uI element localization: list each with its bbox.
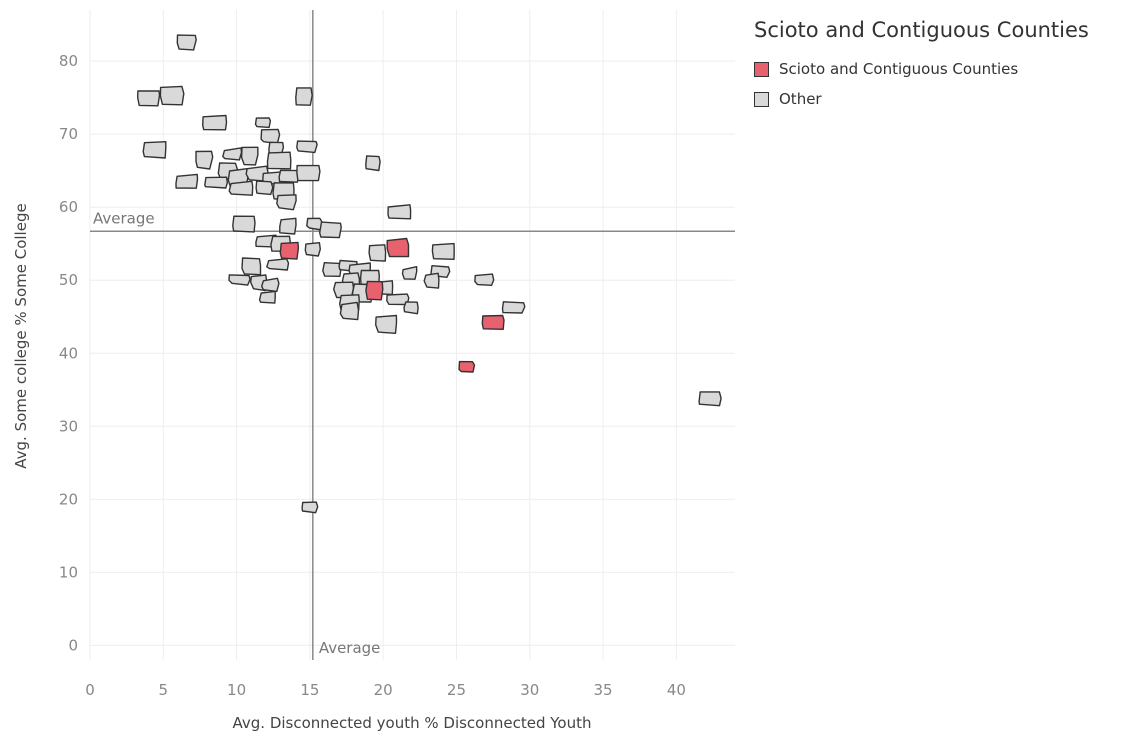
point-other: [339, 301, 360, 321]
y-tick-label: 80: [59, 52, 78, 70]
point-other: [474, 273, 495, 286]
point-other: [387, 204, 412, 220]
point-other: [375, 314, 398, 334]
point-other: [322, 262, 342, 277]
point-other: [228, 274, 251, 286]
point-scioto: [279, 241, 300, 260]
legend-title: Scioto and Contiguous Counties: [754, 18, 1089, 42]
y-tick-label: 60: [59, 198, 78, 216]
point-other: [698, 391, 722, 407]
x-tick-label: 0: [85, 681, 95, 699]
legend-label-scioto: Scioto and Contiguous Counties: [779, 60, 1019, 78]
point-other: [401, 266, 418, 280]
point-other: [261, 277, 280, 293]
point-other: [304, 241, 321, 257]
point-other: [296, 164, 321, 182]
legend-swatch-other: [754, 91, 769, 107]
point-other: [201, 114, 228, 131]
reference-lines: Average Average: [90, 10, 735, 660]
legend-item-other[interactable]: Other: [754, 84, 1089, 114]
point-other: [159, 85, 185, 106]
point-other: [368, 244, 387, 262]
reference-label-y: Average: [93, 209, 155, 227]
legend: Scioto and Contiguous Counties Scioto an…: [754, 18, 1089, 114]
y-tick-label: 40: [59, 344, 78, 362]
y-tick-labels: 0 10 20 30 40 50 60 70 80: [59, 52, 78, 654]
point-other: [279, 217, 297, 235]
x-tick-labels: 0 5 10 15 20 25 30 35 40: [85, 681, 686, 699]
point-scioto: [386, 237, 410, 258]
point-other: [266, 151, 292, 170]
point-other: [319, 221, 342, 239]
x-tick-label: 30: [520, 681, 539, 699]
point-other: [255, 180, 274, 196]
y-tick-label: 0: [68, 636, 78, 654]
reference-label-x: Average: [319, 639, 381, 657]
point-other: [423, 272, 440, 289]
x-tick-label: 10: [227, 681, 246, 699]
x-axis-label: Avg. Disconnected youth % Disconnected Y…: [233, 714, 592, 732]
data-marks: [136, 34, 722, 514]
point-other: [403, 301, 419, 315]
point-other: [295, 87, 313, 106]
point-other: [176, 34, 197, 51]
point-other: [136, 90, 161, 107]
y-tick-label: 30: [59, 417, 78, 435]
point-other: [241, 257, 262, 276]
y-tick-label: 20: [59, 490, 78, 508]
legend-label-other: Other: [779, 90, 822, 108]
point-other: [204, 176, 229, 189]
point-other: [222, 147, 243, 161]
point-other: [142, 140, 167, 159]
legend-item-scioto[interactable]: Scioto and Contiguous Counties: [754, 54, 1089, 84]
point-other: [254, 117, 272, 129]
point-other: [260, 128, 281, 145]
y-tick-label: 50: [59, 271, 78, 289]
point-other: [195, 150, 214, 170]
point-scioto: [458, 360, 476, 373]
x-tick-label: 40: [667, 681, 686, 699]
legend-swatch-scioto: [754, 61, 769, 77]
point-other: [232, 215, 256, 233]
x-tick-label: 15: [300, 681, 319, 699]
y-tick-label: 10: [59, 563, 78, 581]
point-other: [228, 180, 254, 196]
point-other: [240, 146, 259, 166]
point-scioto: [365, 280, 384, 301]
point-other: [501, 301, 526, 314]
x-tick-label: 5: [159, 681, 169, 699]
point-scioto: [481, 314, 505, 330]
point-other: [276, 194, 297, 211]
point-other: [175, 173, 199, 189]
x-tick-label: 35: [594, 681, 613, 699]
point-other: [296, 140, 318, 154]
point-other: [301, 501, 319, 514]
x-tick-label: 20: [374, 681, 393, 699]
grid: [89, 10, 735, 660]
point-other: [266, 258, 290, 271]
y-axis-label: Avg. Some college % Some College: [12, 203, 30, 468]
point-other: [431, 242, 455, 260]
point-other: [365, 155, 381, 172]
y-tick-label: 70: [59, 125, 78, 143]
x-tick-label: 25: [447, 681, 466, 699]
point-other: [258, 290, 276, 304]
point-other: [306, 217, 323, 231]
